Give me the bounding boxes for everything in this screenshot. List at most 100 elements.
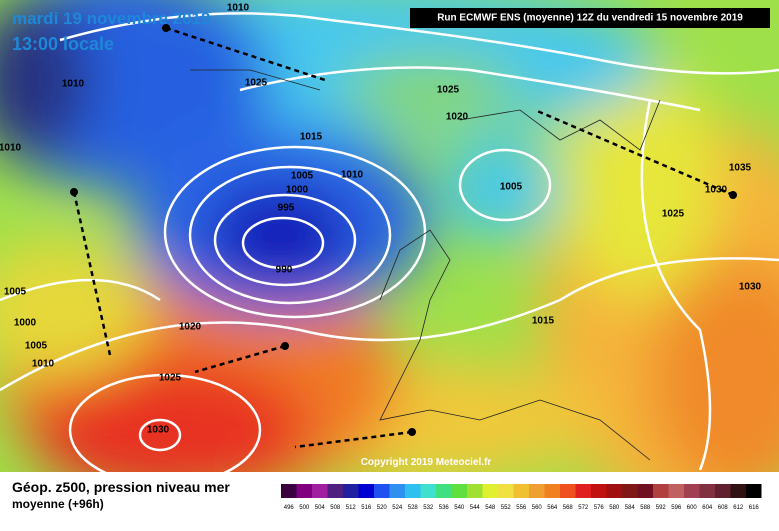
scale-swatch — [312, 484, 328, 498]
isobar-label: 1010 — [341, 170, 364, 181]
legend-subtitle: moyenne (+96h) — [12, 497, 104, 511]
scale-label: 556 — [516, 505, 527, 511]
scale-label: 564 — [547, 505, 558, 511]
scale-swatch — [544, 484, 560, 498]
scale-label: 528 — [408, 505, 419, 511]
map-field: 1010 1025 1025 1020 1010 1010 1015 1005 1010 1000… — [0, 0, 779, 472]
scale-swatch — [420, 484, 436, 498]
scale-label: 616 — [749, 505, 760, 511]
scale-label: 596 — [671, 505, 682, 511]
scale-label: 560 — [532, 505, 543, 511]
scale-swatch — [668, 484, 684, 498]
scale-swatch — [560, 484, 576, 498]
scale-label: 496 — [284, 505, 295, 511]
isobar-label: 1000 — [286, 185, 309, 196]
scale-label: 568 — [563, 505, 574, 511]
isobar-label: 1010 — [227, 3, 250, 14]
isobar-label: 1030 — [147, 425, 170, 436]
scale-swatch — [498, 484, 514, 498]
scale-swatch — [513, 484, 529, 498]
isobar-label: 1020 — [446, 112, 469, 123]
scale-label: 552 — [501, 505, 512, 511]
isobar-label: 1015 — [532, 316, 555, 327]
scale-label: 516 — [361, 505, 372, 511]
isobar-label: 1030 — [705, 185, 728, 196]
isobar-label: 1020 — [179, 322, 202, 333]
scale-swatch — [684, 484, 700, 498]
isobar-labels: 1010 1025 1025 1020 1010 1010 1015 1005 1010 1000… — [0, 3, 762, 436]
scale-label: 548 — [485, 505, 496, 511]
isobar-label: 1015 — [300, 132, 323, 143]
scale-swatch — [746, 484, 762, 498]
scale-label: 588 — [640, 505, 651, 511]
scale-label: 512 — [346, 505, 357, 511]
isobar-label: 1025 — [159, 373, 182, 384]
scale-swatch — [730, 484, 746, 498]
isobar-label: 1010 — [62, 79, 85, 90]
scale-label: 532 — [423, 505, 434, 511]
scale-label: 508 — [330, 505, 341, 511]
scale-label: 500 — [299, 505, 310, 511]
isobar-label: 1010 — [32, 359, 55, 370]
time: 13:00 locale — [12, 34, 114, 54]
isobar-label: 1030 — [739, 282, 762, 293]
scale-label: 572 — [578, 505, 589, 511]
scale-swatch — [281, 484, 297, 498]
isobar-label: 1025 — [245, 78, 268, 89]
scale-swatch — [451, 484, 467, 498]
scale-swatch — [436, 484, 452, 498]
scale-label: 520 — [377, 505, 388, 511]
scale-swatch — [529, 484, 545, 498]
arrow-origins — [70, 24, 737, 436]
date: mardi 19 novembre 2019 — [12, 9, 210, 28]
isobars — [0, 12, 779, 472]
scale-label: 544 — [470, 505, 481, 511]
copyright: Copyright 2019 Meteociel.fr — [361, 457, 492, 468]
scale-swatch — [296, 484, 312, 498]
scale-label: 592 — [656, 505, 667, 511]
scale-label: 540 — [454, 505, 465, 511]
scale-label: 576 — [594, 505, 605, 511]
isobar-label: 1025 — [662, 209, 685, 220]
scale-swatch — [622, 484, 638, 498]
scale-label: 536 — [439, 505, 450, 511]
scale-label: 584 — [625, 505, 636, 511]
isobar-label: 1035 — [729, 163, 752, 174]
run-box — [410, 8, 770, 28]
scale-swatch — [343, 484, 359, 498]
scale-label: 580 — [609, 505, 620, 511]
run-info: Run ECMWF ENS (moyenne) 12Z du vendredi … — [437, 13, 743, 24]
isobar-label: 995 — [278, 203, 295, 214]
scale-label: 600 — [687, 505, 698, 511]
scale-swatch — [653, 484, 669, 498]
color-scale: 496 500 504 508 512 516 520 524 528 532 536 540 544 5… — [281, 484, 762, 511]
scale-swatch — [327, 484, 343, 498]
isobar-label: 1000 — [14, 318, 37, 329]
isobar-label: 990 — [276, 265, 293, 276]
isobar-label: 1005 — [4, 287, 27, 298]
scale-swatch — [405, 484, 421, 498]
scale-label: 604 — [702, 505, 713, 511]
scale-swatch — [591, 484, 607, 498]
scale-swatch — [467, 484, 483, 498]
legend-title: Géop. z500, pression niveau mer — [12, 479, 230, 495]
isobar-label: 1025 — [437, 85, 460, 96]
scale-swatch — [715, 484, 731, 498]
scale-swatch — [482, 484, 498, 498]
scale-label: 504 — [315, 505, 326, 511]
scale-label: 612 — [733, 505, 744, 511]
scale-swatch — [699, 484, 715, 498]
isobar-label: 1005 — [500, 182, 523, 193]
scale-swatch — [389, 484, 405, 498]
scale-swatch — [606, 484, 622, 498]
scale-label: 524 — [392, 505, 403, 511]
isobar-label: 1005 — [25, 341, 48, 352]
isobar-label: 1010 — [0, 143, 22, 154]
scale-swatch — [374, 484, 390, 498]
arrows — [72, 26, 734, 449]
scale-swatch — [575, 484, 591, 498]
scale-label: 608 — [718, 505, 729, 511]
isobar-label: 1005 — [291, 171, 314, 182]
scale-swatch — [637, 484, 653, 498]
